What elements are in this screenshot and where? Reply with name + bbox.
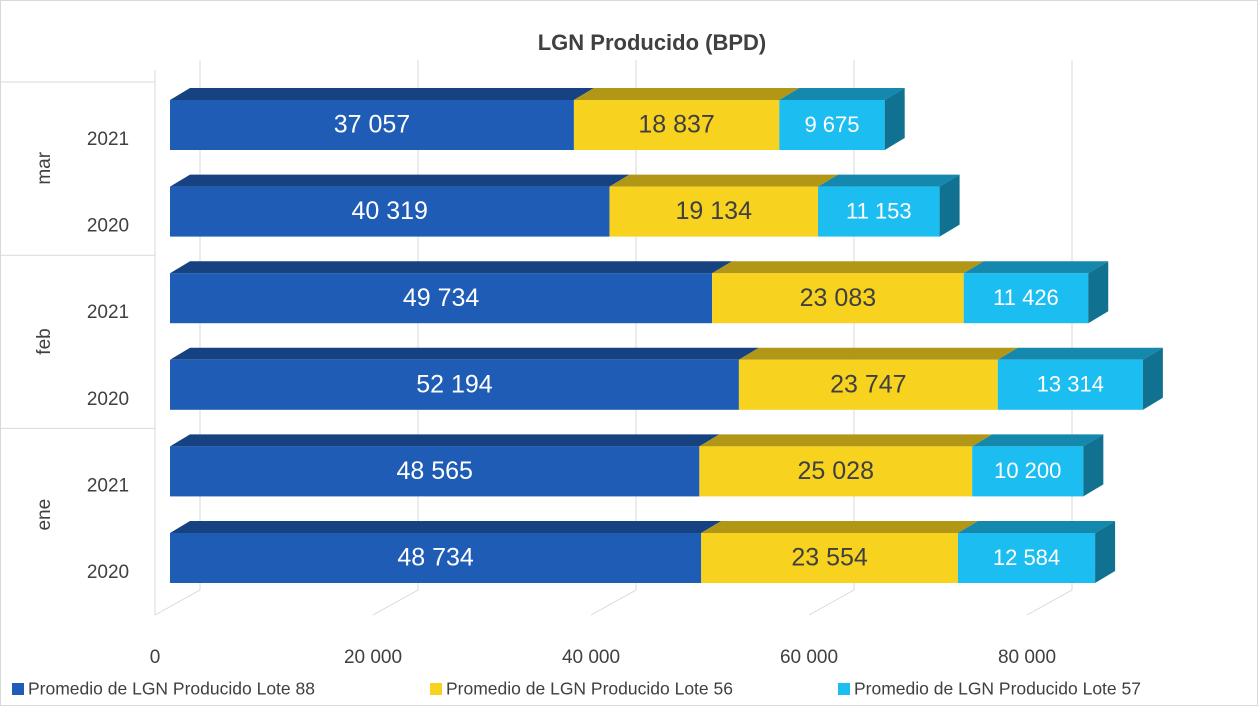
y-tick-label: 2020 <box>87 389 129 410</box>
value-label: 12 584 <box>993 545 1060 570</box>
bar <box>818 186 940 237</box>
x-tick-label: 60 000 <box>780 647 838 668</box>
bar-top <box>972 434 1104 447</box>
bar <box>699 446 973 497</box>
group-label: ene <box>34 499 55 531</box>
bar-top <box>170 261 733 274</box>
value-label: 10 200 <box>994 458 1061 483</box>
y-tick-label: 2020 <box>87 562 129 583</box>
bar <box>170 359 739 410</box>
bar-top <box>997 347 1163 360</box>
value-label: 52 194 <box>416 370 493 398</box>
bar-side <box>1083 434 1104 497</box>
value-label: 23 747 <box>830 370 906 398</box>
y-tick-label: 2021 <box>87 129 129 150</box>
value-label: 13 314 <box>1037 372 1104 397</box>
bar <box>779 100 885 150</box>
value-label: 11 153 <box>846 198 912 223</box>
group-label: feb <box>34 328 55 354</box>
bar <box>997 359 1143 410</box>
bar-top <box>609 174 839 187</box>
grid-line <box>808 60 855 616</box>
bar <box>738 359 998 410</box>
x-tick-label: 40 000 <box>562 647 620 668</box>
bar-side <box>1095 521 1116 583</box>
value-label: 49 734 <box>403 284 480 312</box>
value-label: 23 554 <box>791 544 868 572</box>
bar <box>170 273 713 324</box>
bar-top <box>738 347 1018 360</box>
bar-top <box>957 521 1116 533</box>
bar-top <box>170 347 759 360</box>
bar-side <box>939 174 960 237</box>
grid-line <box>372 60 419 616</box>
bar-top <box>963 261 1109 274</box>
y-tick-label: 2020 <box>87 216 129 237</box>
bar-top <box>779 88 905 100</box>
value-label: 9 675 <box>804 112 859 137</box>
bar <box>712 273 964 324</box>
bar <box>170 533 702 583</box>
value-label: 40 319 <box>352 197 428 225</box>
bar <box>573 100 780 150</box>
bar <box>957 533 1096 583</box>
value-label: 11 426 <box>993 285 1059 310</box>
grid-line <box>154 60 201 616</box>
bar <box>170 100 574 150</box>
grid-line <box>590 60 637 616</box>
value-label: 18 837 <box>638 111 714 139</box>
x-tick-label: 80 000 <box>998 647 1056 668</box>
value-label: 48 734 <box>397 544 474 572</box>
group-label: mar <box>34 151 55 184</box>
chart-title: LGN Producido (BPD) <box>538 30 767 55</box>
bar-top <box>818 174 960 187</box>
value-label: 37 057 <box>334 111 410 139</box>
value-label: 48 565 <box>396 457 472 485</box>
bar-top <box>170 434 720 447</box>
bar-top <box>170 174 630 187</box>
bar <box>170 186 610 237</box>
bar <box>972 446 1084 497</box>
value-label: 25 028 <box>798 457 874 485</box>
bar-top <box>573 88 800 100</box>
legend-swatch <box>12 683 24 695</box>
bar-side <box>884 88 905 150</box>
value-label: 23 083 <box>800 284 876 312</box>
legend-swatch <box>430 683 442 695</box>
bar <box>170 446 700 497</box>
bar-top <box>170 521 722 533</box>
legend-swatch <box>838 683 850 695</box>
legend-label: Promedio de LGN Producido Lote 88 <box>28 679 315 699</box>
bar <box>609 186 819 237</box>
bar-top <box>699 434 993 447</box>
y-tick-label: 2021 <box>87 475 129 496</box>
bar <box>701 533 958 583</box>
bar <box>963 273 1089 324</box>
x-tick-label: 20 000 <box>344 647 402 668</box>
bar-top <box>170 88 594 100</box>
bar-side <box>1142 347 1163 410</box>
x-tick-label: 0 <box>150 647 161 668</box>
legend-label: Promedio de LGN Producido Lote 56 <box>446 679 733 699</box>
bar-top <box>701 521 978 533</box>
bar-side <box>1088 261 1109 324</box>
value-label: 19 134 <box>676 197 753 225</box>
grid-line <box>1026 60 1073 616</box>
legend-label: Promedio de LGN Producido Lote 57 <box>854 679 1141 699</box>
bar-top <box>712 261 984 274</box>
y-tick-label: 2021 <box>87 302 129 323</box>
